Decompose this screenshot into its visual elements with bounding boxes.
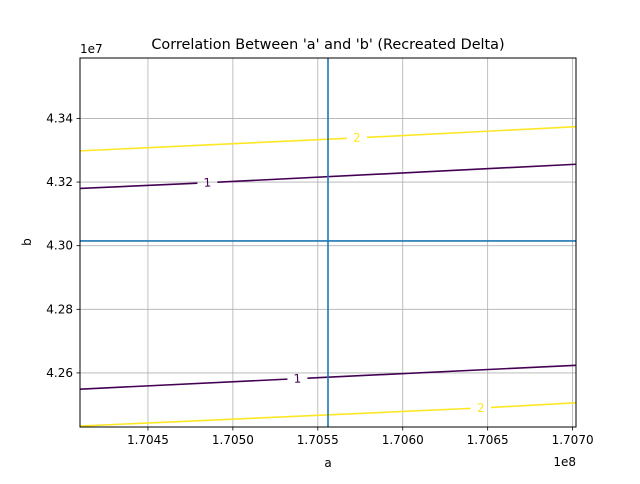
y-tick-label: 4.30 [46,239,73,253]
x-tick-label: 1.7065 [467,433,509,447]
axis-ticks: 1.7045 1.7050 1.7055 1.7060 1.7065 1.7070 4.26… [46,111,593,447]
y-tick-label: 4.32 [46,175,73,189]
chart-title: Correlation Between 'a' and 'b' (Recreat… [151,37,504,53]
y-tick-label: 4.34 [46,111,73,125]
contour-label: 1 [293,371,301,385]
crosshair [80,58,576,427]
contour-line-level-1 [79,378,288,390]
x-axis-label: a [324,456,331,470]
contour-line-level-1 [217,163,577,184]
contour-line-level-2 [366,125,577,139]
x-tick-label: 1.7060 [382,433,424,447]
plot-frame [79,57,577,428]
contour-label: 2 [353,131,361,145]
x-offset-label: 1e8 [553,455,576,469]
x-tick-label: 1.7045 [127,433,169,447]
contour-line-level-2 [79,407,471,427]
contour-label: 1 [203,176,211,190]
contour-label: 2 [477,401,485,415]
x-tick-label: 1.7050 [212,433,254,447]
y-tick-label: 4.26 [46,366,73,380]
y-axis-label: b [20,238,34,246]
contour-lines: 1 2 1 2 [79,125,577,427]
y-offset-label: 1e7 [80,42,103,56]
x-tick-label: 1.7055 [297,433,339,447]
contour-line-level-1 [79,182,198,190]
contour-line-level-1 [307,364,577,379]
x-tick-label: 1.7070 [552,433,594,447]
contour-line-level-2 [490,402,577,409]
y-tick-label: 4.28 [46,302,73,316]
contour-line-level-2 [79,137,347,152]
